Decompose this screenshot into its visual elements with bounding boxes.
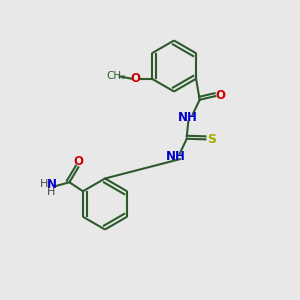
Text: O: O [130,72,140,85]
Text: N: N [46,178,56,191]
Text: NH: NH [165,150,185,163]
Text: S: S [208,133,217,146]
Text: H: H [40,179,48,189]
Text: CH₃: CH₃ [106,71,125,81]
Text: O: O [216,89,226,102]
Text: O: O [74,155,83,168]
Text: NH: NH [178,111,198,124]
Text: H: H [47,188,56,197]
